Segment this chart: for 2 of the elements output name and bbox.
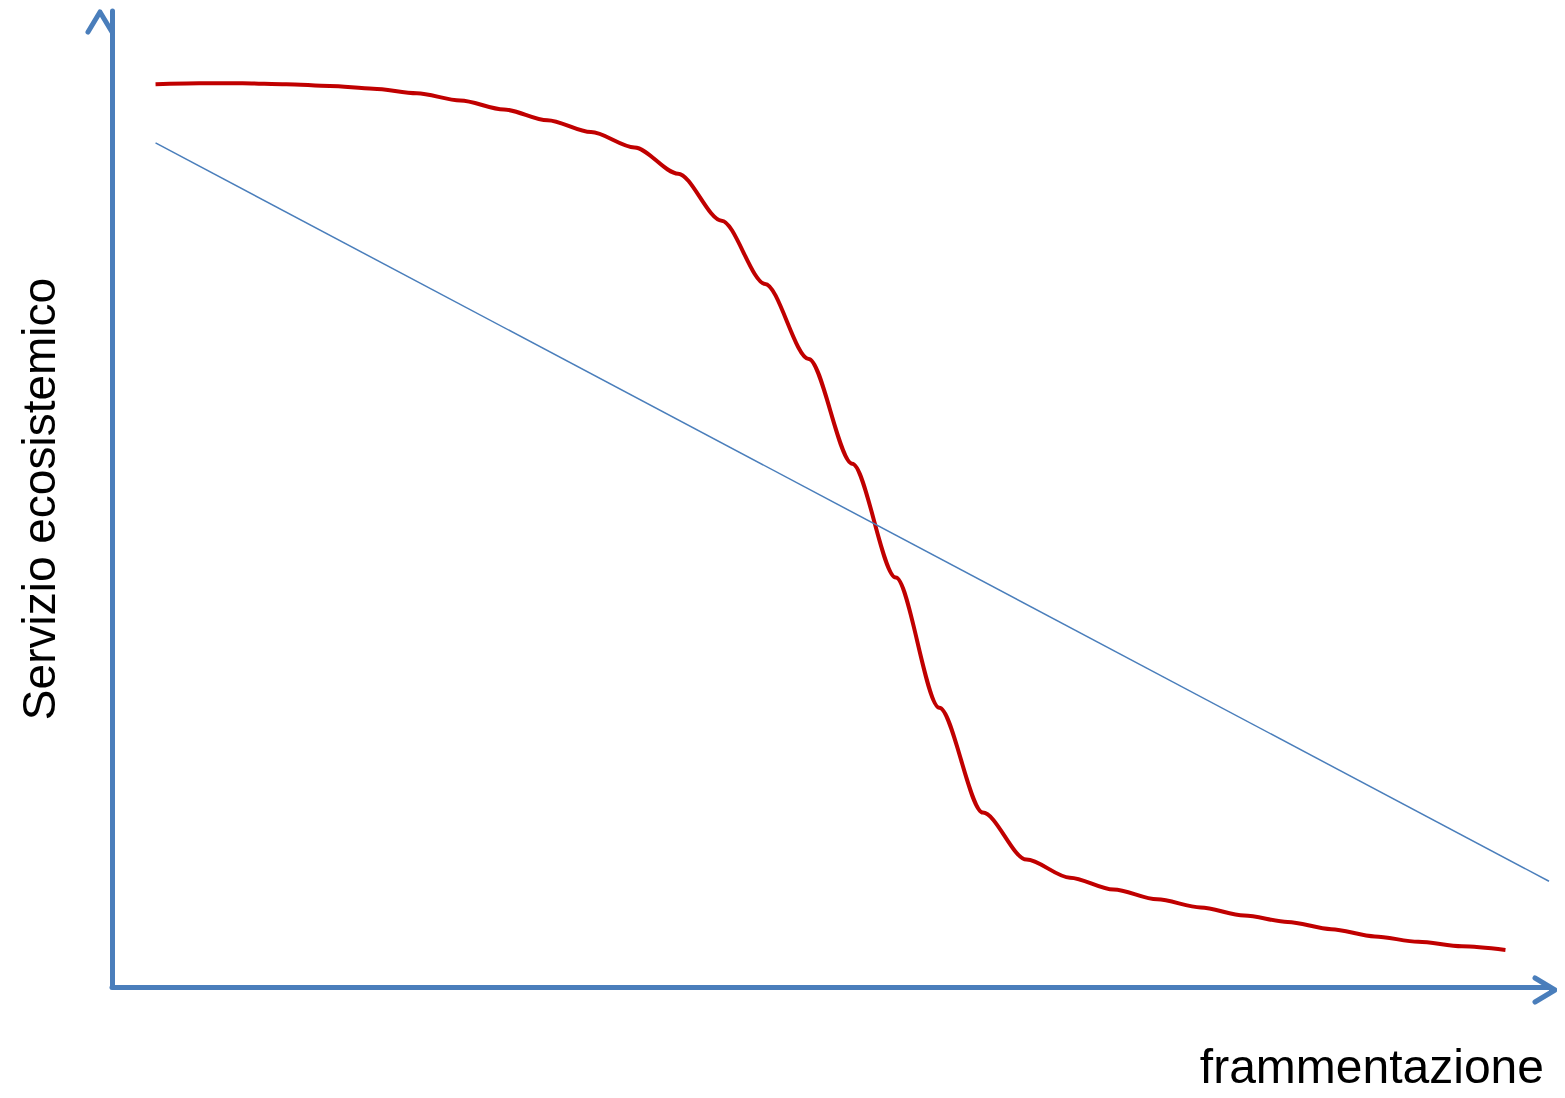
y-axis-title: Servizio ecosistemico xyxy=(13,277,65,721)
x-axis-title: frammentazione xyxy=(1199,1039,1544,1093)
